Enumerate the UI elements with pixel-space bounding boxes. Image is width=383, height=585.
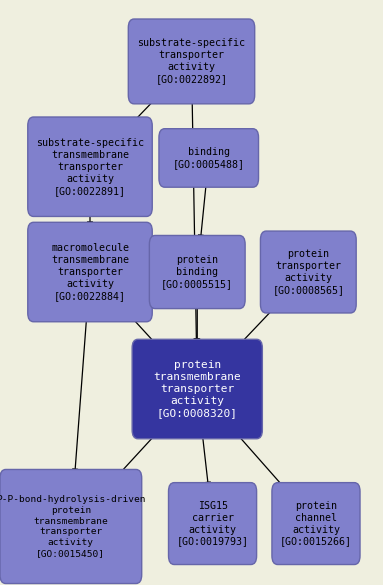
Text: protein
transporter
activity
[GO:0008565]: protein transporter activity [GO:0008565… bbox=[272, 249, 344, 295]
Text: protein
channel
activity
[GO:0015266]: protein channel activity [GO:0015266] bbox=[280, 501, 352, 546]
FancyBboxPatch shape bbox=[28, 222, 152, 322]
Text: macromolecule
transmembrane
transporter
activity
[GO:0022884]: macromolecule transmembrane transporter … bbox=[51, 243, 129, 301]
FancyBboxPatch shape bbox=[149, 235, 245, 309]
Text: ISG15
carrier
activity
[GO:0019793]: ISG15 carrier activity [GO:0019793] bbox=[177, 501, 249, 546]
Text: protein
transmembrane
transporter
activity
[GO:0008320]: protein transmembrane transporter activi… bbox=[153, 360, 241, 418]
Text: substrate-specific
transmembrane
transporter
activity
[GO:0022891]: substrate-specific transmembrane transpo… bbox=[36, 137, 144, 196]
FancyBboxPatch shape bbox=[132, 339, 262, 439]
Text: binding
[GO:0005488]: binding [GO:0005488] bbox=[173, 147, 245, 169]
Text: protein
binding
[GO:0005515]: protein binding [GO:0005515] bbox=[161, 255, 233, 289]
FancyBboxPatch shape bbox=[260, 231, 356, 313]
FancyBboxPatch shape bbox=[169, 483, 257, 565]
FancyBboxPatch shape bbox=[28, 117, 152, 216]
FancyBboxPatch shape bbox=[272, 483, 360, 565]
Text: substrate-specific
transporter
activity
[GO:0022892]: substrate-specific transporter activity … bbox=[137, 39, 246, 84]
FancyBboxPatch shape bbox=[0, 469, 142, 584]
Text: P-P-bond-hydrolysis-driven
protein
transmembrane
transporter
activity
[GO:001545: P-P-bond-hydrolysis-driven protein trans… bbox=[0, 495, 146, 558]
FancyBboxPatch shape bbox=[128, 19, 255, 104]
FancyBboxPatch shape bbox=[159, 129, 259, 187]
